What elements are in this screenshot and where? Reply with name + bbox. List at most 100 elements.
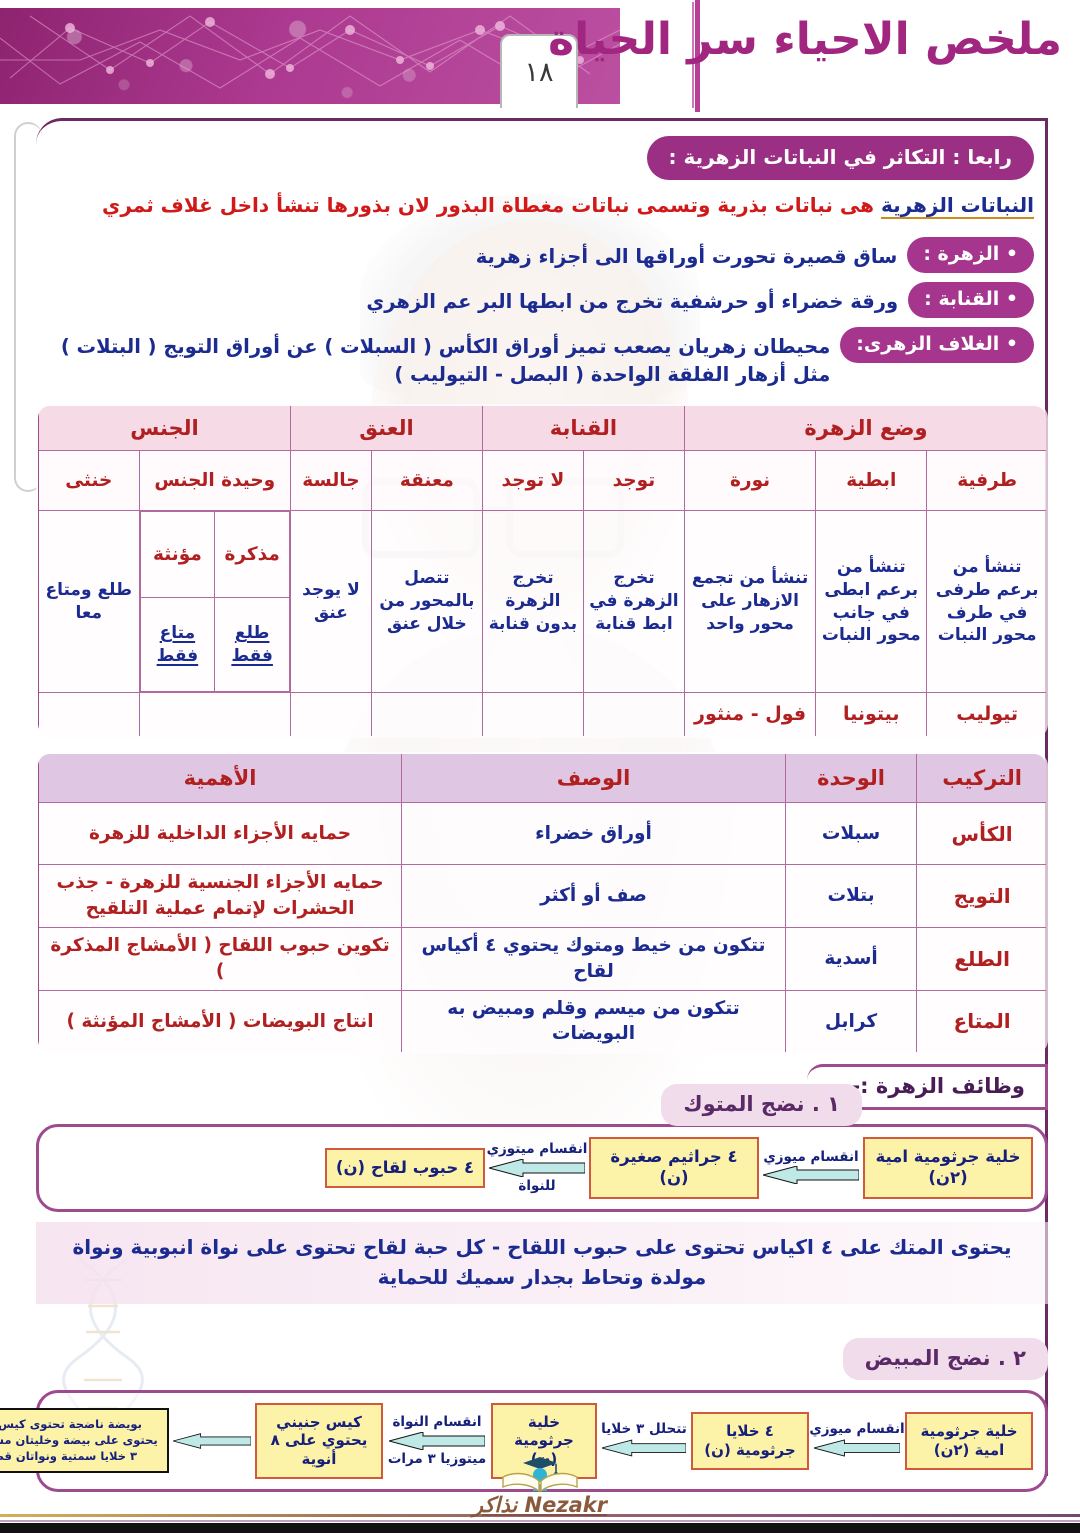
cell-axillary-desc: تنشأ من برعم ابطى في جانب محور النبات [815, 510, 928, 694]
table-row: التويج بتلات صف أو أكثر حمايه الأجزاء ال… [38, 864, 1046, 928]
group-header-bract: القنابة [481, 405, 685, 452]
row-unit-gynoecium: كرابل [784, 989, 918, 1053]
example-unisexual [138, 692, 292, 736]
definition-row-flower: • الزهرة : ساق قصيرة تحورت أوراقها الى أ… [42, 237, 1034, 273]
cell-inflorescence-desc: تنشأ من تجمع الازهار على محور واحد [683, 510, 817, 694]
subheader-sessile: جالسة [290, 450, 372, 512]
flow1-node-microspores: ٤ جراثيم صغيرة (ن) [589, 1137, 759, 1199]
page-content: رابعا : التكاثر في النباتات الزهرية : ال… [0, 118, 1048, 1492]
flow2-arrow-label-nuclear-division: انقسام النواة [392, 1413, 482, 1430]
flow1-node-pollen-grains: ٤ حبوب لقاح (ن) [325, 1147, 485, 1189]
header-arc-outer [560, 0, 700, 112]
row-description-corolla: صف أو أكثر [401, 864, 786, 928]
example-bract-absent [481, 692, 584, 736]
footer-divider-gold [0, 1514, 1080, 1517]
cell-hermaphrodite-desc: طلع ومتاع معا [38, 510, 140, 694]
table-row: المتاع كرابل تتكون من ميسم وقلم ومبيض به… [38, 989, 1046, 1053]
page-number-tab: ١٨ [500, 34, 578, 108]
group-header-flower-position: وضع الزهرة [683, 405, 1046, 452]
cell-bract-present-desc: تخرج الزهرة في ابط قنابة [582, 510, 685, 694]
definition-tag-perianth: • الغلاف الزهرى: [840, 327, 1034, 363]
step-label-anther-maturation: ١ . نضج المتوك [661, 1084, 862, 1127]
flow2-arrow-label-meiosis: انقسام ميوزي [809, 1421, 905, 1438]
cell-female-detail: متاع فقط [139, 597, 216, 693]
ovary-header-row: ٢ . نضج المبيض [36, 1337, 1048, 1384]
table-group-header-row: وضع الزهرة القنابة العنق الجنس [38, 405, 1046, 452]
cell-pedicellate-desc: تتصل بالمحور من خلال عنق [370, 510, 483, 694]
graduation-book-icon [502, 1457, 578, 1493]
cell-male-detail: طلع فقط [214, 597, 291, 693]
subheader-terminal: طرفية [926, 450, 1046, 512]
page-title: ملخص الاحياء سر الحياة [548, 14, 1063, 65]
row-description-androecium: تتكون من خيط ومتوك يحتوي ٤ أكياس لقاح [401, 926, 786, 991]
section-title-badge: رابعا : التكاثر في النباتات الزهرية : [646, 136, 1034, 180]
row-importance-androecium: تكوين حبوب اللقاح ( الأمشاج المذكرة ) [38, 926, 403, 991]
row-structure-calyx: الكأس [916, 802, 1046, 866]
flow2-node-four-cells: ٤ خلايا جرثومية (ن) [691, 1412, 809, 1470]
table-subheader-row: طرفية ابطية نورة توجد لا توجد معنقة جالس… [38, 450, 1046, 512]
page-footer: Nezakr نذاكر [0, 1457, 1080, 1533]
header-arc-inner [574, 2, 694, 108]
anther-maturation-flow: خلية جرثومية امية (٢ن) انقسام ميوزي ٤ جر… [36, 1124, 1048, 1212]
header-importance: الأهمية [38, 753, 403, 804]
definition-text-bract: ورقة خضراء أو حرشفية تخرج من ابطها البر … [366, 290, 899, 313]
definition-text-flower: ساق قصيرة تحورت أوراقها الى أجزاء زهرية [475, 245, 898, 268]
flow2-arrow-sublabel-nuclear-division: ميتوزيا ٣ مرات [387, 1450, 487, 1467]
definition-row-bract: • القنابة : ورقة خضراء أو حرشفية تخرج من… [42, 282, 1034, 318]
row-structure-gynoecium: المتاع [916, 989, 1046, 1053]
subheader-axillary: ابطية [815, 450, 928, 512]
logo-text-ar: نذاكر [472, 1493, 518, 1517]
anther-note: يحتوى المتك على ٤ اكياس تحتوى على حبوب ا… [36, 1221, 1048, 1304]
subheader-inflorescence: نورة [683, 450, 817, 512]
footer-divider-purple [0, 1520, 1080, 1522]
section-lead-paragraph: النباتات الزهرية هى نباتات بذرية وتسمى ن… [36, 180, 1048, 220]
example-sessile [290, 692, 372, 736]
footer-black-bar [0, 1523, 1080, 1533]
group-header-stalk: العنق [290, 405, 483, 452]
cell-unisexual-nested: مذكرة مؤنثة طلع فقط متاع فقط [138, 510, 292, 694]
cell-sessile-desc: لا يوجد عنق [290, 510, 372, 694]
subheader-pedicellate: معنقة [370, 450, 483, 512]
table-row: الكأس سبلات أوراق خضراء حمايه الأجزاء ال… [38, 802, 1046, 866]
row-importance-gynoecium: انتاج البويضات ( الأمشاج المؤنثة ) [38, 989, 403, 1053]
example-hermaphrodite [38, 692, 140, 736]
example-terminal: تيوليب [926, 692, 1046, 736]
flower-parts-table: التركيب الوحدة الوصف الأهمية الكأس سبلات… [36, 751, 1048, 1055]
subheader-hermaphrodite: خنثى [38, 450, 140, 512]
parts-header-row: التركيب الوحدة الوصف الأهمية [38, 753, 1046, 804]
flow2-arrow-degeneration: تتحلل ٣ خلايا [597, 1412, 691, 1470]
page-header: ١٨ ملخص الاحياء سر الحياة [0, 0, 1080, 112]
flow2-arrow-final [169, 1412, 255, 1470]
flow1-arrow-meiosis: انقسام ميوزي [759, 1139, 863, 1197]
row-description-gynoecium: تتكون من ميسم وقلم ومبيض به البويضات [401, 989, 786, 1053]
flow2-arrow-nuclear-division: انقسام النواة ميتوزيا ٣ مرات [383, 1412, 491, 1470]
row-unit-corolla: بتلات [784, 864, 918, 928]
flow1-arrow-mitosis: انقسام ميتوزي للنواة [485, 1139, 589, 1197]
logo-wordmark: Nezakr نذاكر [450, 1493, 630, 1517]
flow1-node-mother-cell: خلية جرثومية امية (٢ن) [863, 1137, 1033, 1199]
subheader-unisexual: وحيدة الجنس [138, 450, 292, 512]
site-logo: Nezakr نذاكر [450, 1451, 630, 1517]
step-label-ovary-maturation: ٢ . نضج المبيض [842, 1337, 1048, 1380]
cell-bract-absent-desc: تخرج الزهرة بدون قنابة [481, 510, 584, 694]
row-structure-corolla: التويج [916, 864, 1046, 928]
group-header-sex: الجنس [38, 405, 292, 452]
row-importance-calyx: حمايه الأجزاء الداخلية للزهرة [38, 802, 403, 866]
subheader-bract-absent: لا توجد [481, 450, 584, 512]
flow1-arrow-label-mitosis: انقسام ميتوزي [486, 1141, 588, 1158]
example-axillary: بيتونيا [815, 692, 928, 736]
lead-rest-text: هى نباتات بذرية وتسمى نباتات مغطاة البذو… [102, 193, 874, 217]
flow1-arrow-label-meiosis: انقسام ميوزي [763, 1148, 859, 1165]
functions-header-row: وظائف الزهرة :- ١ . نضج المتوك [36, 1064, 1048, 1127]
example-pedicellate [370, 692, 483, 736]
cell-terminal-desc: تنشأ من برعم طرفى في طرف محور النبات [926, 510, 1046, 694]
row-structure-androecium: الطلع [916, 926, 1046, 991]
row-importance-corolla: حمايه الأجزاء الجنسية للزهرة - جذب الحشر… [38, 864, 403, 928]
table-body-row: تنشأ من برعم طرفى في طرف محور النبات تنش… [38, 510, 1046, 694]
header-unit: الوحدة [784, 753, 918, 804]
flow2-node-embryo-sac: كيس جنيني يحتوي على ٨ أنوية [255, 1402, 383, 1479]
table-row: الطلع أسدية تتكون من خيط ومتوك يحتوي ٤ أ… [38, 926, 1046, 991]
subheader-bract-present: توجد [582, 450, 685, 512]
definition-text-perianth: محيطان زهريان يصعب تميز أوراق الكأس ( ال… [60, 335, 831, 387]
flow2-node-mother-cell: خلية جرثومية امية (٢ن) [905, 1412, 1033, 1470]
